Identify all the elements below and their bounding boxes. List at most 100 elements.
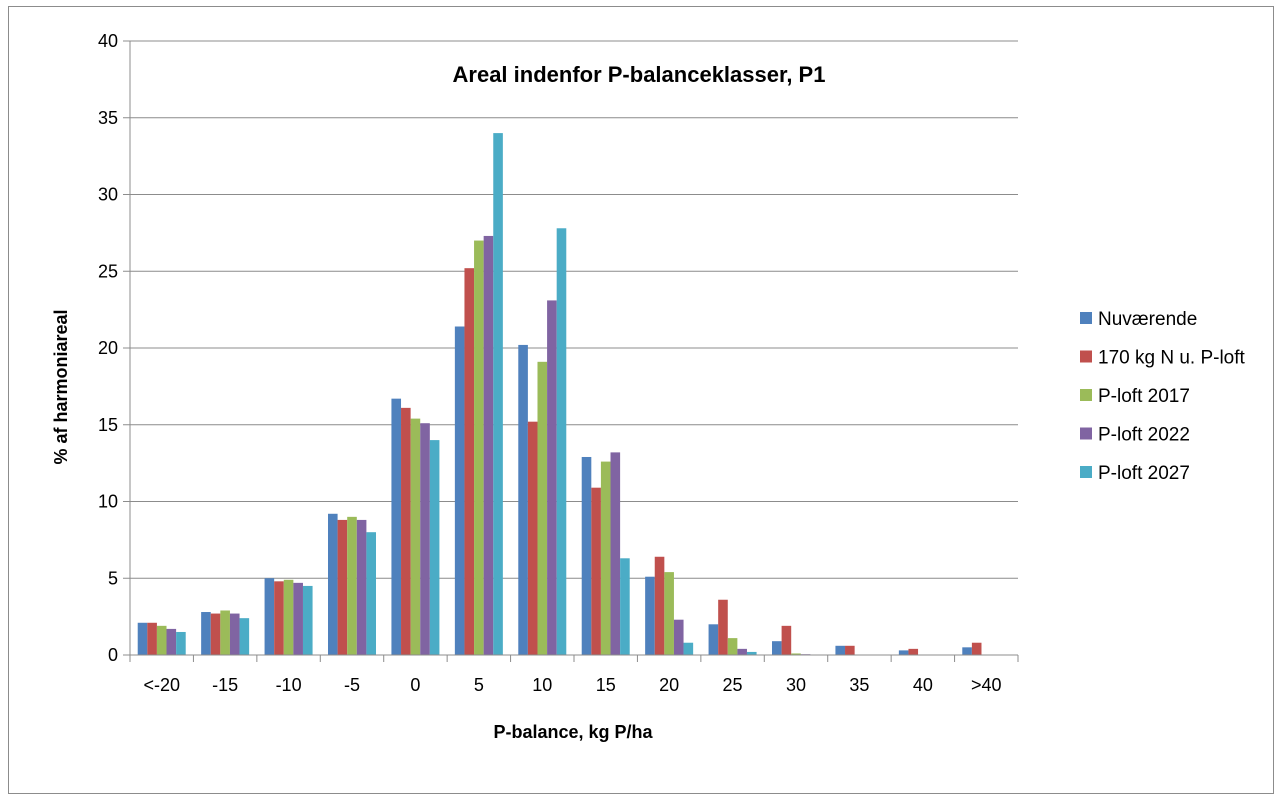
bar — [201, 612, 211, 655]
chart-area: 0 5 10 15 20 25 30 35 40 <-20 -15 -10 -5 0 5 10 15 20 25 30… — [8, 6, 1274, 794]
bar — [293, 582, 303, 655]
legend-swatch — [1080, 427, 1092, 440]
bar — [410, 418, 421, 655]
y-tick-label: 25 — [98, 261, 118, 281]
bar — [683, 642, 694, 655]
bar — [845, 645, 855, 655]
bar — [274, 581, 284, 655]
x-tick-label: 10 — [532, 675, 552, 695]
bar — [137, 622, 148, 655]
y-tick-label: 40 — [98, 31, 118, 51]
x-tick-label: 40 — [913, 675, 933, 695]
x-tick-label: -5 — [344, 675, 360, 695]
x-tick-label: 25 — [723, 675, 743, 695]
bar — [971, 642, 982, 655]
bar — [347, 516, 357, 655]
x-tick-label: -15 — [212, 675, 238, 695]
bar — [147, 622, 157, 655]
bar — [220, 610, 230, 655]
x-tick-label: 35 — [849, 675, 869, 695]
bar — [556, 228, 567, 655]
x-tick-label: 5 — [474, 675, 484, 695]
bar — [518, 344, 528, 655]
y-axis-title: % af harmoniareal — [51, 309, 71, 464]
bar — [610, 452, 621, 655]
bar — [328, 513, 338, 655]
bar — [464, 268, 475, 655]
legend-label: 170 kg N u. P-loft — [1098, 348, 1246, 369]
x-tick-label: >40 — [971, 675, 1002, 695]
x-tick-label: 0 — [410, 675, 420, 695]
gridlines — [130, 40, 1018, 579]
bar — [156, 625, 167, 655]
bar — [537, 361, 548, 655]
bars — [137, 133, 982, 656]
bar — [429, 440, 440, 655]
y-tick-label: 5 — [108, 568, 118, 588]
chart-title: Areal indenfor P-balanceklasser, P1 — [453, 62, 826, 87]
legend: Nuværende 170 kg N u. P-loft P-loft 2017 P-… — [1080, 309, 1246, 484]
x-tick-label: <-20 — [143, 675, 180, 695]
bar — [962, 647, 972, 655]
x-tick-label: 30 — [786, 675, 806, 695]
bar — [337, 519, 348, 655]
bar — [581, 456, 592, 655]
y-tick-label: 30 — [98, 185, 118, 205]
y-tick-label: 20 — [98, 338, 118, 358]
y-tick-label: 0 — [108, 645, 118, 665]
x-axis-title: P-balance, kg P/ha — [493, 722, 653, 742]
bar — [645, 576, 655, 655]
bar — [483, 235, 494, 655]
bar — [791, 653, 801, 655]
bar — [474, 240, 484, 656]
bar — [772, 641, 782, 655]
bar — [366, 532, 376, 655]
y-tick-label: 15 — [98, 415, 118, 435]
bar — [401, 407, 411, 655]
bar — [547, 300, 557, 655]
bar-chart: 0 5 10 15 20 25 30 35 40 <-20 -15 -10 -5 0 5 10 15 20 25 30… — [51, 31, 1246, 742]
bar — [283, 579, 294, 655]
bar — [166, 628, 177, 655]
bar — [493, 133, 503, 656]
bar — [420, 423, 430, 655]
bar — [708, 624, 719, 655]
bar — [591, 487, 601, 655]
bar — [391, 398, 402, 655]
bar — [210, 613, 221, 655]
bar — [600, 461, 611, 655]
x-tick-label: 20 — [659, 675, 679, 695]
bar — [454, 326, 465, 655]
legend-label: P-loft 2017 — [1098, 386, 1190, 407]
y-tick-label: 35 — [98, 108, 118, 128]
bar — [654, 556, 665, 655]
axes: 0 5 10 15 20 25 30 35 40 <-20 -15 -10 -5 0 5 10 15 20 25 30… — [98, 31, 1019, 695]
bar — [673, 619, 684, 655]
x-tick-label: -10 — [276, 675, 302, 695]
bar — [176, 631, 186, 655]
legend-swatch — [1080, 312, 1092, 324]
bar — [737, 648, 747, 655]
bar — [264, 578, 275, 655]
bar — [908, 648, 919, 655]
bar — [835, 645, 846, 655]
bar — [620, 558, 630, 655]
legend-label: Nuværende — [1098, 309, 1197, 330]
bar — [718, 599, 728, 655]
y-tick-label: 10 — [98, 492, 118, 512]
legend-swatch — [1080, 350, 1092, 363]
bar — [781, 625, 792, 655]
bar — [356, 519, 367, 655]
legend-label: P-loft 2027 — [1098, 463, 1190, 484]
bar — [727, 638, 738, 655]
legend-swatch — [1080, 466, 1092, 478]
bar — [229, 613, 240, 655]
bar — [664, 572, 674, 655]
bar — [527, 421, 538, 655]
bar — [746, 651, 757, 655]
bar — [239, 618, 250, 655]
legend-swatch — [1080, 389, 1092, 401]
bar — [898, 650, 909, 655]
x-tick-label: 15 — [596, 675, 616, 695]
legend-label: P-loft 2022 — [1098, 425, 1190, 446]
